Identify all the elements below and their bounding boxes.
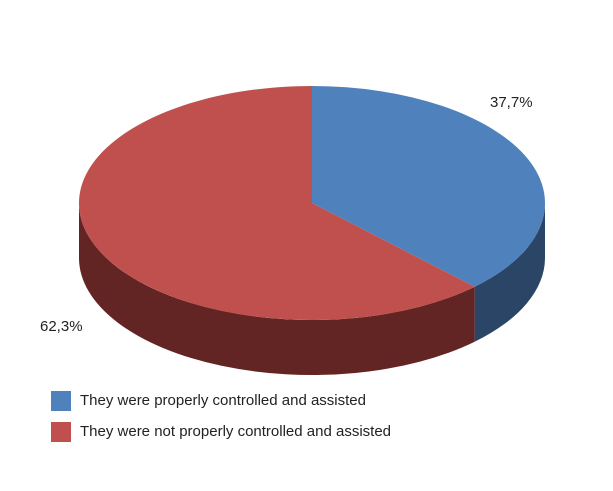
pie-slice — [312, 86, 545, 287]
pie-slice — [78, 86, 475, 320]
legend-swatch — [51, 422, 71, 442]
legend-swatch — [51, 391, 71, 411]
legend-label: They were properly controlled and assist… — [80, 392, 366, 409]
data-label: 62,3% — [40, 318, 83, 335]
data-label: 37,7% — [490, 94, 533, 111]
pie-side — [474, 203, 545, 342]
legend-label: They were not properly controlled and as… — [80, 423, 391, 440]
pie-side — [79, 203, 475, 375]
